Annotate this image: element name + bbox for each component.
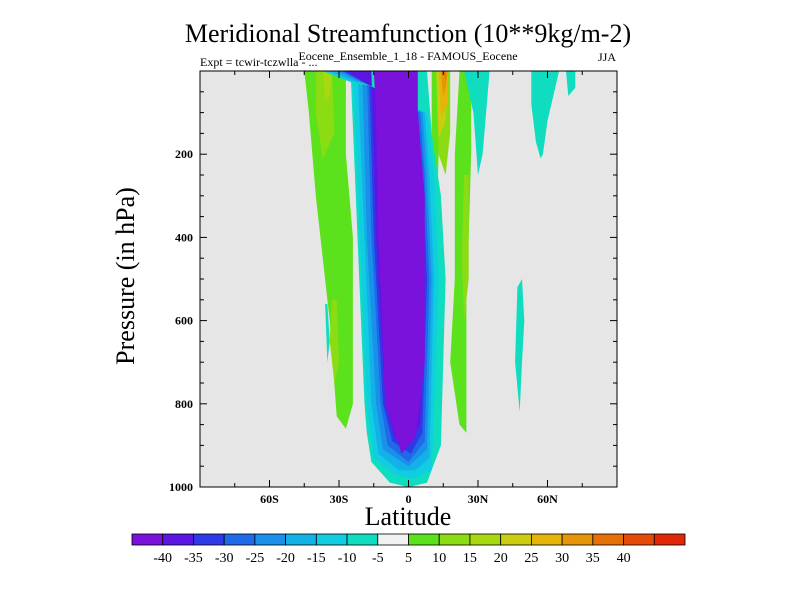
colorbar-label: 10: [432, 551, 446, 566]
x-tick-label: 30N: [468, 492, 489, 506]
x-tick-label: 0: [406, 492, 412, 506]
colorbar-swatch: [623, 533, 655, 546]
contour-region: [443, 71, 446, 82]
y-tick-label: 400: [175, 230, 193, 244]
colorbar-swatch: [653, 533, 686, 546]
y-tick-label: 800: [175, 397, 193, 411]
chart-subtitle: Eocene_Ensemble_1_18 - FAMOUS_Eocene: [298, 49, 517, 63]
colorbar-label: -35: [184, 551, 203, 566]
colorbar-swatch: [162, 533, 194, 546]
colorbar-label: 35: [586, 551, 600, 566]
colorbar-swatch: [561, 533, 594, 546]
plot-area: 60S 30S 0 30N 60N 200 400 600 800 1000: [169, 70, 618, 506]
colorbar-label: -5: [372, 551, 384, 566]
colorbar-swatch: [408, 533, 440, 546]
contour-region: [352, 71, 425, 454]
contour-region: [531, 71, 576, 159]
colorbar-swatch: [438, 533, 471, 546]
colorbar-swatch: [131, 533, 164, 546]
colorbar-label: 40: [617, 551, 631, 566]
y-tick-label: 200: [175, 147, 193, 161]
y-axis-label: Pressure (in hPa): [111, 187, 140, 365]
contour-fills: [304, 71, 576, 487]
contour-region: [515, 279, 525, 413]
colorbar-label: -40: [153, 551, 172, 566]
colorbar-label: 15: [463, 551, 477, 566]
colorbar-label: 20: [494, 551, 508, 566]
colorbar-swatch: [193, 533, 225, 546]
contour-region: [440, 71, 448, 96]
contour-region: [461, 175, 469, 321]
colorbar-swatch: [285, 533, 317, 546]
x-tick-label: 60N: [537, 492, 558, 506]
y-tick-label: 1000: [169, 480, 193, 494]
chart-title: Meridional Streamfunction (10**9kg/m-2): [185, 19, 631, 48]
contour-region: [304, 71, 353, 429]
colorbar-label: -10: [338, 551, 357, 566]
colorbar-swatch: [315, 533, 348, 546]
colorbar-swatch: [530, 533, 563, 546]
contour-region: [450, 71, 472, 433]
colorbar-label: -20: [276, 551, 295, 566]
colorbar-label: 25: [524, 551, 538, 566]
colorbar-swatch: [592, 533, 624, 546]
x-axis-label: Latitude: [365, 502, 452, 531]
contour-region: [325, 304, 330, 363]
x-tick-label: 30S: [330, 492, 349, 506]
colorbar-label: -25: [246, 551, 265, 566]
colorbar-label: -30: [215, 551, 234, 566]
colorbar-swatch: [346, 533, 379, 546]
x-tick-label: 60S: [260, 492, 279, 506]
colorbar: -40 -35 -30 -25 -20 -15 -10 -5 5 10 15 20 25 30 35 40: [131, 533, 686, 566]
colorbar-label: -15: [307, 551, 326, 566]
season-label: JJA: [598, 50, 616, 64]
contour-region: [464, 71, 490, 175]
y-tick-label: 600: [175, 314, 193, 328]
colorbar-swatch: [223, 533, 256, 546]
colorbar-swatch: [469, 533, 502, 546]
colorbar-swatch: [500, 533, 532, 546]
colorbar-swatch: [377, 533, 409, 546]
colorbar-swatch: [254, 533, 287, 546]
colorbar-label: 5: [405, 551, 412, 566]
contour-region: [329, 299, 339, 383]
expt-label: Expt = tcwir-tczwlla - ...: [200, 55, 318, 69]
colorbar-label: 30: [555, 551, 569, 566]
contour-region: [322, 71, 332, 101]
